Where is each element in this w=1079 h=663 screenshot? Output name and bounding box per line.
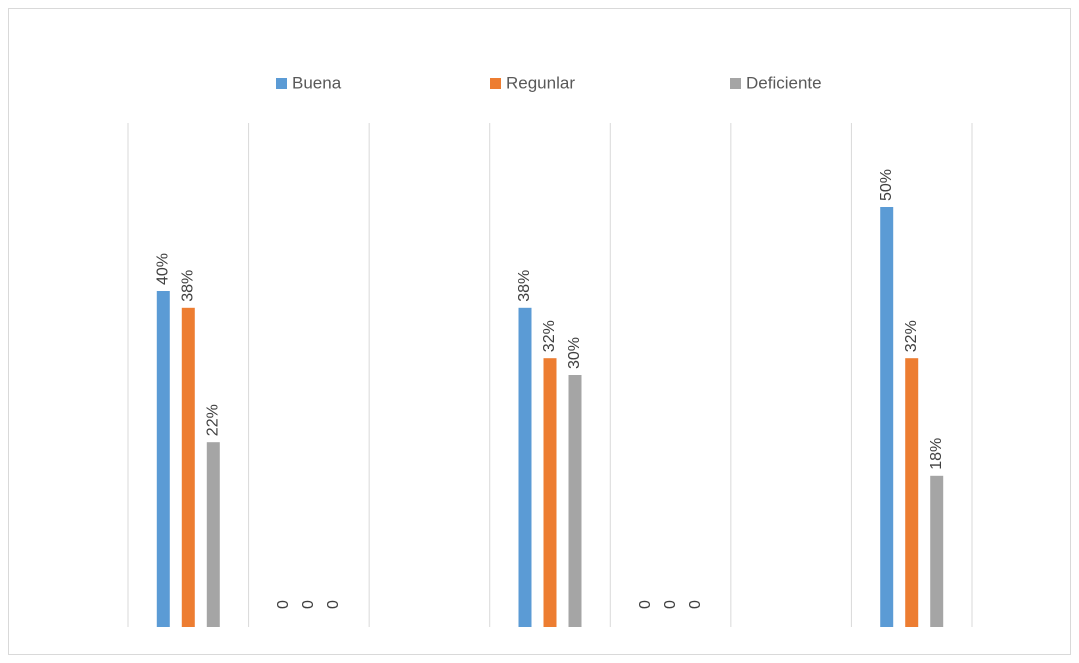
legend-label: Regunlar [506,73,575,92]
bar [181,307,195,627]
data-label: 38% [180,270,197,302]
legend-swatch [276,78,287,89]
data-label: 50% [878,169,895,201]
bar [543,358,557,627]
data-label: 30% [566,337,583,369]
bar [206,442,220,627]
data-label: 22% [205,404,222,436]
data-label: 0 [687,600,704,609]
data-label: 0 [300,600,317,609]
data-label: 18% [928,438,945,470]
legend-label: Buena [292,73,342,92]
bar [905,358,919,627]
bar [156,291,170,627]
data-label: 0 [325,600,342,609]
legend-swatch [490,78,501,89]
data-label: 32% [903,320,920,352]
legend-label: Deficiente [746,73,822,92]
bar [518,307,532,627]
data-label: 32% [541,320,558,352]
bar [880,207,894,627]
legend-swatch [730,78,741,89]
data-label: 38% [516,270,533,302]
data-label: 40% [155,253,172,285]
data-label: 0 [662,600,679,609]
bar [568,375,582,627]
bar [930,475,944,627]
data-label: 0 [637,600,654,609]
data-label: 0 [275,600,292,609]
